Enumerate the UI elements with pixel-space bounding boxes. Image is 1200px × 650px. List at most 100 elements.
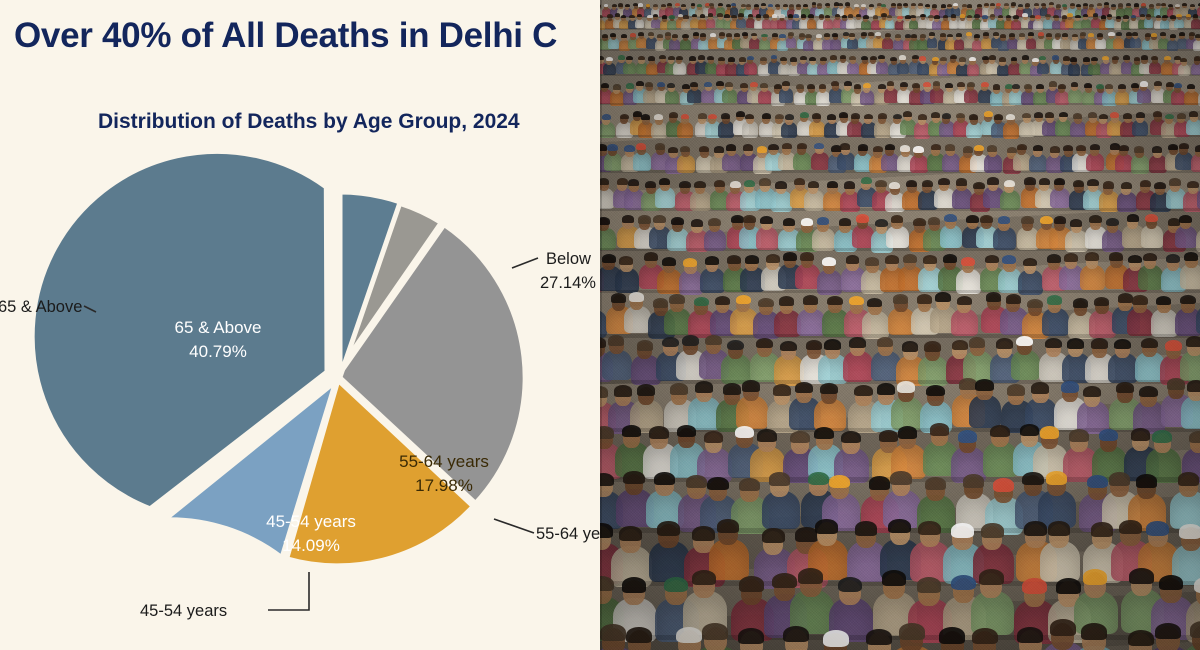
crowd-person-head	[807, 84, 815, 93]
crowd-person-hair	[653, 297, 669, 308]
crowd-person	[605, 19, 615, 29]
crowd-person	[1150, 191, 1171, 213]
crowd-person	[939, 225, 963, 248]
crowd-person-hair	[653, 4, 658, 8]
crowd-person-hair	[789, 430, 810, 444]
stadium-step-shadow	[600, 28, 1200, 31]
crowd-person	[1140, 224, 1164, 248]
crowd-person-hair	[979, 569, 1004, 585]
crowd-person	[722, 19, 733, 29]
crowd-person	[1043, 18, 1053, 29]
crowd-person-hair	[943, 253, 958, 263]
crowd-person-cap	[814, 142, 825, 150]
crowd-person	[895, 20, 905, 31]
crowd-person	[787, 63, 801, 77]
pie-slice-45-54[interactable]	[156, 373, 341, 562]
crowd-person-hair	[1123, 113, 1133, 119]
crowd-person	[978, 88, 993, 104]
crowd-person-head	[624, 146, 634, 158]
crowd-person	[781, 122, 798, 139]
crowd-person-cap	[770, 54, 778, 60]
crowd-person-hair	[1088, 3, 1094, 7]
crowd-person-head	[1040, 217, 1053, 231]
crowd-person-hair	[1044, 337, 1062, 349]
crowd-person	[932, 20, 942, 30]
crowd-person	[908, 39, 920, 51]
crowd-person-cap	[1006, 114, 1016, 121]
crowd-person-head	[1140, 181, 1151, 194]
crowd-person-cap	[1115, 32, 1122, 37]
crowd-person-hair	[600, 472, 615, 487]
crowd-person-head	[1056, 5, 1061, 11]
crowd-person-head	[630, 33, 636, 40]
crowd-person	[896, 61, 910, 75]
crowd-person-hair	[805, 339, 823, 351]
crowd-person-head	[645, 182, 656, 195]
crowd-person-head	[1115, 32, 1122, 40]
crowd-person-hair	[717, 2, 723, 6]
crowd-person	[803, 39, 815, 51]
crowd-person	[822, 191, 844, 212]
crowd-person-hair	[876, 383, 896, 396]
crowd-person-cap	[1102, 55, 1110, 61]
crowd-person-cap	[1173, 83, 1182, 89]
crowd-person-head	[1054, 218, 1066, 231]
label-65-above-name: 65 & Above	[175, 318, 262, 337]
crowd-person-head	[682, 84, 690, 93]
crowd-person	[854, 18, 864, 29]
crowd-person	[1137, 18, 1148, 29]
crowd-person-hair	[600, 144, 608, 151]
crowd-person	[879, 7, 889, 17]
crowd-person-hair	[1055, 4, 1061, 8]
crowd-person-cap	[1003, 180, 1015, 188]
crowd-person	[778, 151, 797, 170]
crowd-person-head	[747, 56, 754, 64]
crowd-person	[704, 228, 727, 252]
crowd-person-head	[1110, 144, 1120, 156]
pie-slice-65-above[interactable]	[29, 148, 330, 512]
crowd-person-head	[1141, 3, 1146, 9]
crowd-person-hair	[999, 34, 1007, 39]
pie-slice-below-45[interactable]	[334, 220, 528, 508]
crowd-person-head	[774, 85, 782, 94]
crowd-person-head	[1160, 33, 1167, 40]
crowd-person-cap	[966, 31, 973, 36]
crowd-person-head	[1186, 14, 1192, 20]
crowd-person-hair	[850, 113, 860, 120]
crowd-person-hair	[726, 33, 733, 38]
crowd-person-head	[856, 216, 868, 230]
crowd-person-hair	[1104, 2, 1109, 6]
crowd-person	[796, 38, 808, 50]
crowd-person-head	[913, 147, 923, 158]
crowd-person-hair	[781, 142, 792, 150]
crowd-person-hair	[1118, 144, 1129, 152]
crowd-person-hair	[1139, 179, 1151, 188]
crowd-person	[618, 39, 630, 51]
pie-slice-small-teal[interactable]	[337, 189, 404, 378]
crowd-person-head	[932, 57, 939, 65]
crowd-person-hair	[962, 473, 985, 488]
crowd-person-hair	[824, 33, 831, 38]
crowd-person-head	[977, 4, 982, 10]
crowd-person-hair	[1161, 2, 1167, 6]
crowd-person-hair	[661, 4, 666, 8]
crowd-person-head	[923, 83, 931, 92]
crowd-person-hair	[1187, 83, 1196, 89]
crowd-person	[721, 354, 752, 385]
crowd-person-hair	[742, 31, 749, 36]
crowd-person-head	[641, 115, 650, 125]
crowd-person	[897, 88, 912, 103]
crowd-person-hair	[949, 54, 957, 60]
crowd-person	[630, 354, 661, 385]
crowd-person-head	[607, 15, 613, 21]
crowd-person-head	[603, 4, 609, 10]
pie-slice-55-64[interactable]	[283, 375, 477, 569]
crowd-person	[870, 19, 881, 30]
crowd-person-head	[761, 34, 768, 41]
crowd-person-head	[694, 182, 706, 194]
crowd-person-hair	[600, 3, 601, 7]
crowd-person	[614, 268, 640, 294]
crowd-person-head	[1052, 56, 1059, 64]
crowd-person-head	[726, 34, 733, 41]
crowd-person-cap	[680, 113, 690, 120]
